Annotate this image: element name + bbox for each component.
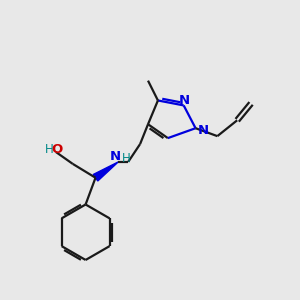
Polygon shape xyxy=(93,162,118,181)
Text: N: N xyxy=(198,124,209,137)
Text: H: H xyxy=(122,152,130,165)
Text: H: H xyxy=(45,142,53,155)
Text: N: N xyxy=(110,150,121,164)
Text: N: N xyxy=(179,94,190,107)
Text: O: O xyxy=(51,142,62,155)
